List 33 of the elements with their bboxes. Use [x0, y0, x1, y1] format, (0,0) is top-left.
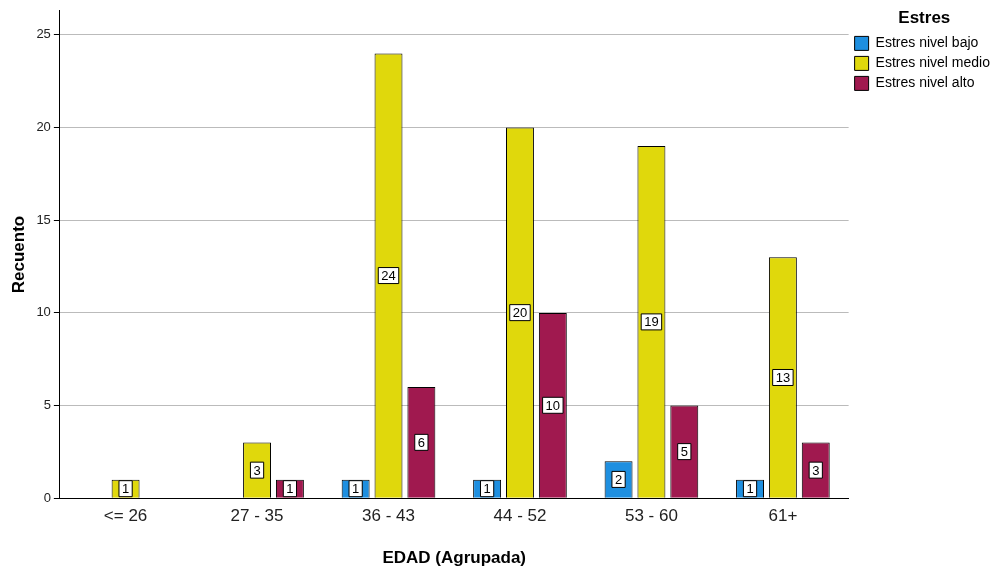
data-label: 3 [253, 462, 261, 478]
data-label: 1 [352, 481, 360, 497]
x-axis-title: EDAD (Agrupada) [382, 548, 527, 568]
y-tick-label: 0 [43, 489, 51, 505]
data-label: 1 [746, 481, 754, 497]
y-tick-label: 15 [36, 211, 51, 227]
data-label: 3 [812, 462, 820, 478]
data-label: 5 [680, 444, 688, 460]
legend-label: Estres nivel alto [875, 74, 975, 91]
data-label: 6 [417, 434, 425, 450]
data-label: 1 [483, 481, 491, 497]
data-label: 19 [644, 314, 659, 330]
legend-title: Estres [898, 8, 951, 28]
x-tick-label: 27 - 35 [230, 506, 284, 526]
x-tick-label: 36 - 43 [362, 506, 415, 526]
data-label: 24 [381, 268, 396, 284]
data-label: 1 [286, 481, 294, 497]
legend-label: Estres nivel medio [875, 54, 991, 71]
x-tick-label: 53 - 60 [624, 506, 678, 526]
legend-label: Estres nivel bajo [875, 34, 979, 51]
x-tick-label: 44 - 52 [493, 506, 547, 526]
x-tick-label: 61+ [768, 506, 798, 526]
data-label: 13 [775, 370, 791, 386]
y-tick-label: 20 [36, 119, 51, 135]
y-axis-title: Recuento [8, 215, 28, 294]
data-label: 10 [545, 397, 561, 413]
y-tick-label: 25 [36, 26, 51, 42]
data-label: 1 [121, 481, 130, 497]
data-label: 2 [614, 472, 623, 487]
y-tick-label: 5 [43, 397, 51, 413]
data-label: 20 [512, 305, 528, 321]
x-tick-label: <= 26 [103, 506, 148, 526]
y-tick-label: 10 [36, 304, 51, 320]
